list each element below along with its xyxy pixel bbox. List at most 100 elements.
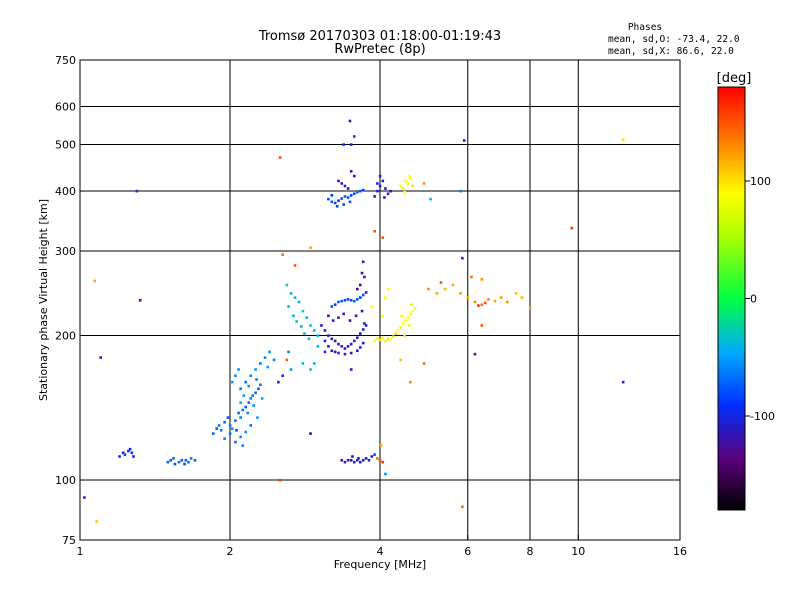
data-point (333, 339, 337, 343)
data-point (132, 455, 135, 458)
data-point (621, 380, 625, 384)
data-point (259, 362, 262, 365)
data-point (183, 462, 186, 466)
data-point (230, 380, 234, 384)
data-point (312, 329, 316, 332)
data-point (355, 458, 359, 462)
data-point (373, 453, 376, 456)
data-point (351, 455, 354, 458)
data-point (281, 253, 284, 256)
data-point (361, 188, 365, 192)
data-point (337, 300, 340, 304)
data-point (342, 143, 345, 146)
data-point (348, 319, 352, 322)
data-point (383, 196, 386, 199)
data-point (337, 342, 340, 346)
data-point (223, 437, 226, 440)
data-point (466, 296, 470, 299)
colorbar-label: [deg] (717, 71, 752, 86)
data-point (309, 324, 312, 327)
data-point (244, 405, 248, 409)
y-tick-label: 100 (55, 474, 76, 487)
data-point (323, 339, 327, 343)
data-point (172, 457, 175, 460)
data-points (83, 119, 625, 523)
data-point (349, 298, 353, 302)
data-point (349, 143, 353, 146)
data-point (215, 427, 219, 430)
data-point (285, 283, 289, 287)
data-point (355, 349, 359, 353)
x-tick-label: 6 (464, 545, 471, 558)
data-point (128, 447, 132, 451)
data-point (470, 275, 473, 279)
data-point (378, 338, 382, 342)
colorbar-tick-label: -100 (750, 410, 775, 423)
data-point (358, 189, 362, 193)
data-point (260, 397, 264, 400)
data-point (376, 182, 379, 185)
data-point (340, 345, 344, 348)
data-point (331, 319, 335, 322)
data-point (514, 292, 518, 295)
data-point (349, 351, 353, 355)
data-point (477, 304, 480, 307)
data-point (235, 429, 238, 432)
data-point (422, 182, 426, 185)
data-point (355, 336, 359, 340)
data-point (358, 346, 362, 349)
data-point (406, 182, 410, 185)
data-point (483, 301, 487, 305)
data-point (343, 460, 347, 464)
data-point (381, 314, 385, 318)
data-point (256, 416, 259, 419)
data-point (408, 174, 411, 178)
data-point (411, 184, 414, 188)
colorbar-tick-label: 0 (750, 293, 757, 306)
data-point (364, 324, 368, 327)
data-point (459, 292, 462, 295)
data-point (429, 197, 432, 201)
data-point (355, 298, 359, 301)
data-point (404, 179, 407, 183)
data-point (361, 341, 365, 345)
x-axis-label: Frequency [MHz] (334, 558, 426, 571)
data-point (363, 275, 366, 279)
data-point (364, 457, 368, 460)
data-point (396, 329, 400, 332)
data-point (570, 226, 574, 230)
data-point (340, 458, 344, 462)
data-point (401, 187, 405, 190)
data-point (300, 325, 303, 328)
data-point (352, 192, 356, 196)
data-point (411, 309, 414, 313)
data-point (138, 298, 142, 302)
data-point (193, 458, 197, 462)
data-point (340, 299, 344, 303)
data-point (342, 203, 345, 206)
data-point (241, 444, 245, 447)
data-point (403, 190, 406, 194)
data-point (354, 314, 358, 318)
data-point (309, 368, 312, 371)
data-point (409, 312, 412, 316)
data-point (408, 324, 411, 327)
axis-ticks: 1 2 4 6 8 10 16 75 100 200 300 400 500 600 750 (55, 54, 687, 558)
data-point (364, 291, 368, 294)
data-point (487, 298, 490, 301)
data-point (394, 332, 398, 335)
data-point (217, 424, 221, 427)
data-point (357, 457, 360, 460)
x-tick-label: 1 (77, 545, 84, 558)
data-point (211, 432, 215, 435)
data-point (330, 305, 334, 308)
data-point (493, 299, 497, 303)
data-point (307, 337, 311, 341)
data-point (355, 287, 359, 291)
data-point (404, 319, 407, 322)
data-point (378, 174, 382, 178)
data-point (337, 199, 340, 203)
data-point (246, 411, 250, 415)
data-point (247, 401, 251, 404)
data-point (386, 287, 390, 291)
